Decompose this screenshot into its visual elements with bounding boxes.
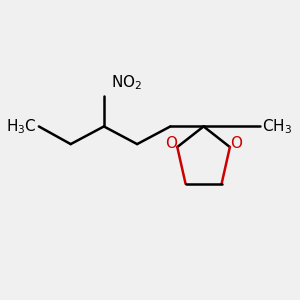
- Text: O: O: [230, 136, 242, 151]
- Text: O: O: [165, 136, 177, 151]
- Text: H$_3$C: H$_3$C: [6, 117, 37, 136]
- Text: CH$_3$: CH$_3$: [262, 117, 292, 136]
- Text: NO$_2$: NO$_2$: [111, 73, 142, 92]
